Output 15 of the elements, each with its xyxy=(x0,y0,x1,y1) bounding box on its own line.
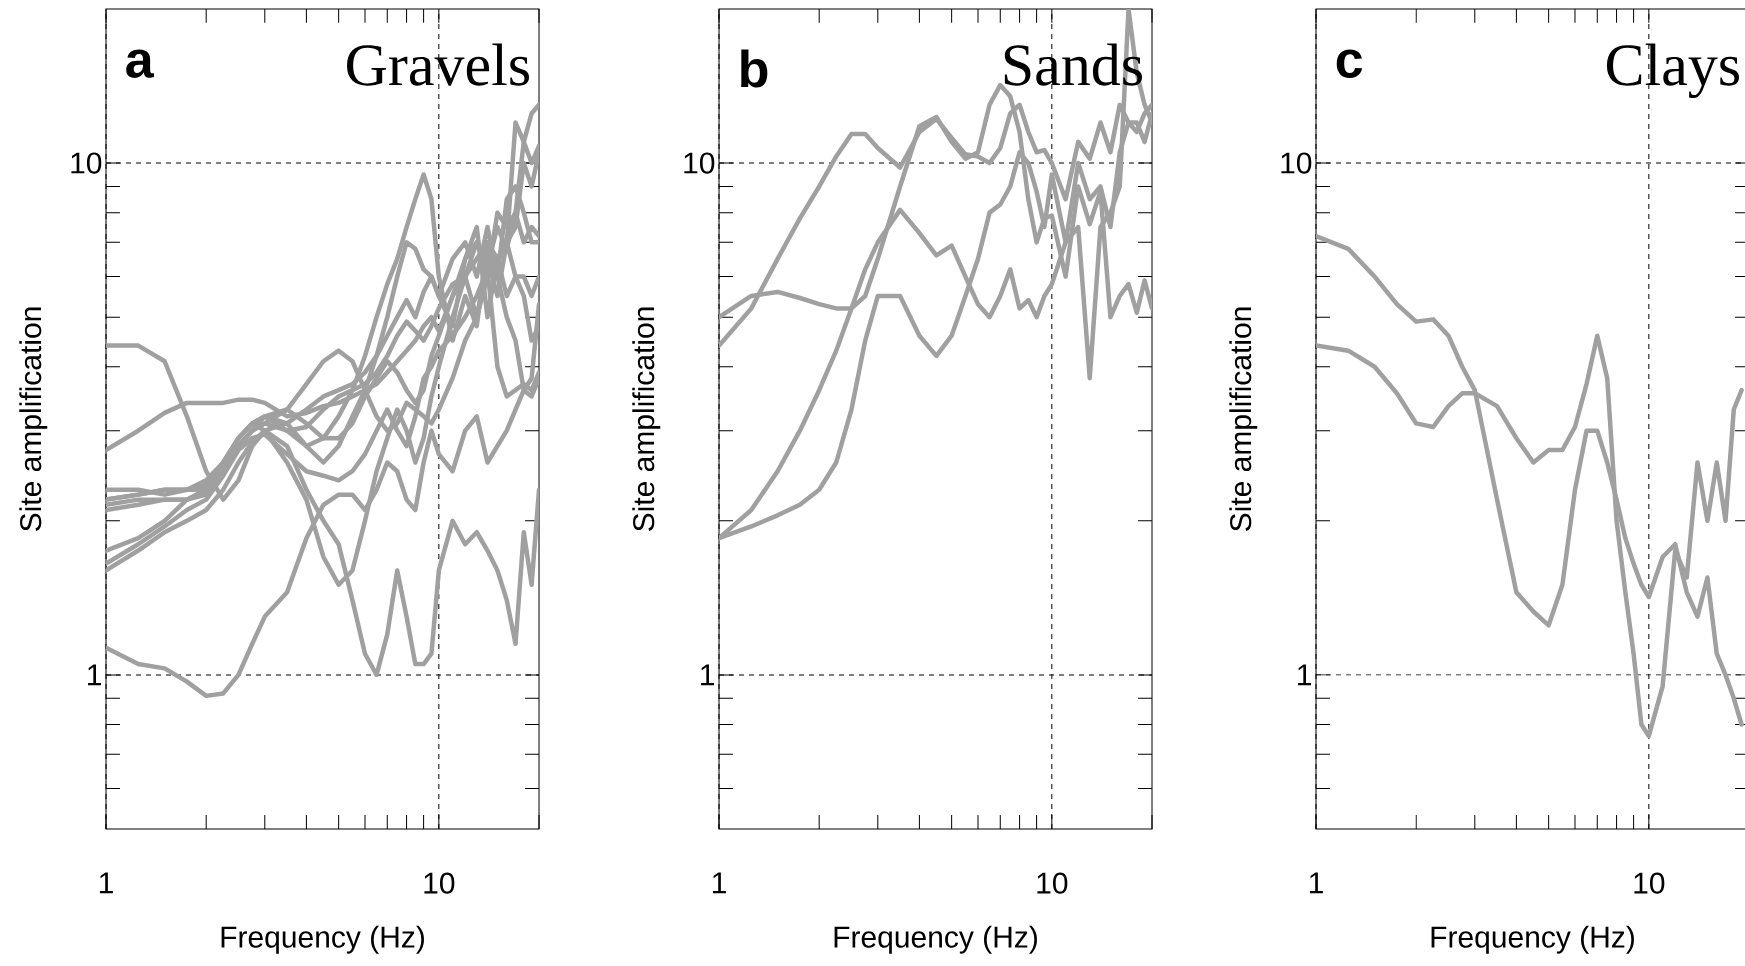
chart-title: Gravels xyxy=(347,43,529,86)
annotation: c xyxy=(1336,49,1363,78)
x-tick-label: 10 xyxy=(1634,872,1665,894)
annotation: b xyxy=(741,49,768,88)
y-axis-title: Site amplification xyxy=(1229,307,1258,532)
x-tick-label: 10 xyxy=(1037,872,1068,894)
x-axis-title: Frequency (Hz) xyxy=(834,925,1037,954)
chart-title: Sands xyxy=(1004,43,1142,86)
y-axis-title: Site amplification xyxy=(632,307,661,532)
x-axis-title: Frequency (Hz) xyxy=(1431,925,1634,954)
y-axis-title: Site amplification xyxy=(19,307,48,532)
x-tick-label: 10 xyxy=(424,872,455,894)
x-axis-title: Frequency (Hz) xyxy=(221,925,424,954)
annotation: a xyxy=(126,49,154,78)
text: Clays xyxy=(1606,43,1739,98)
